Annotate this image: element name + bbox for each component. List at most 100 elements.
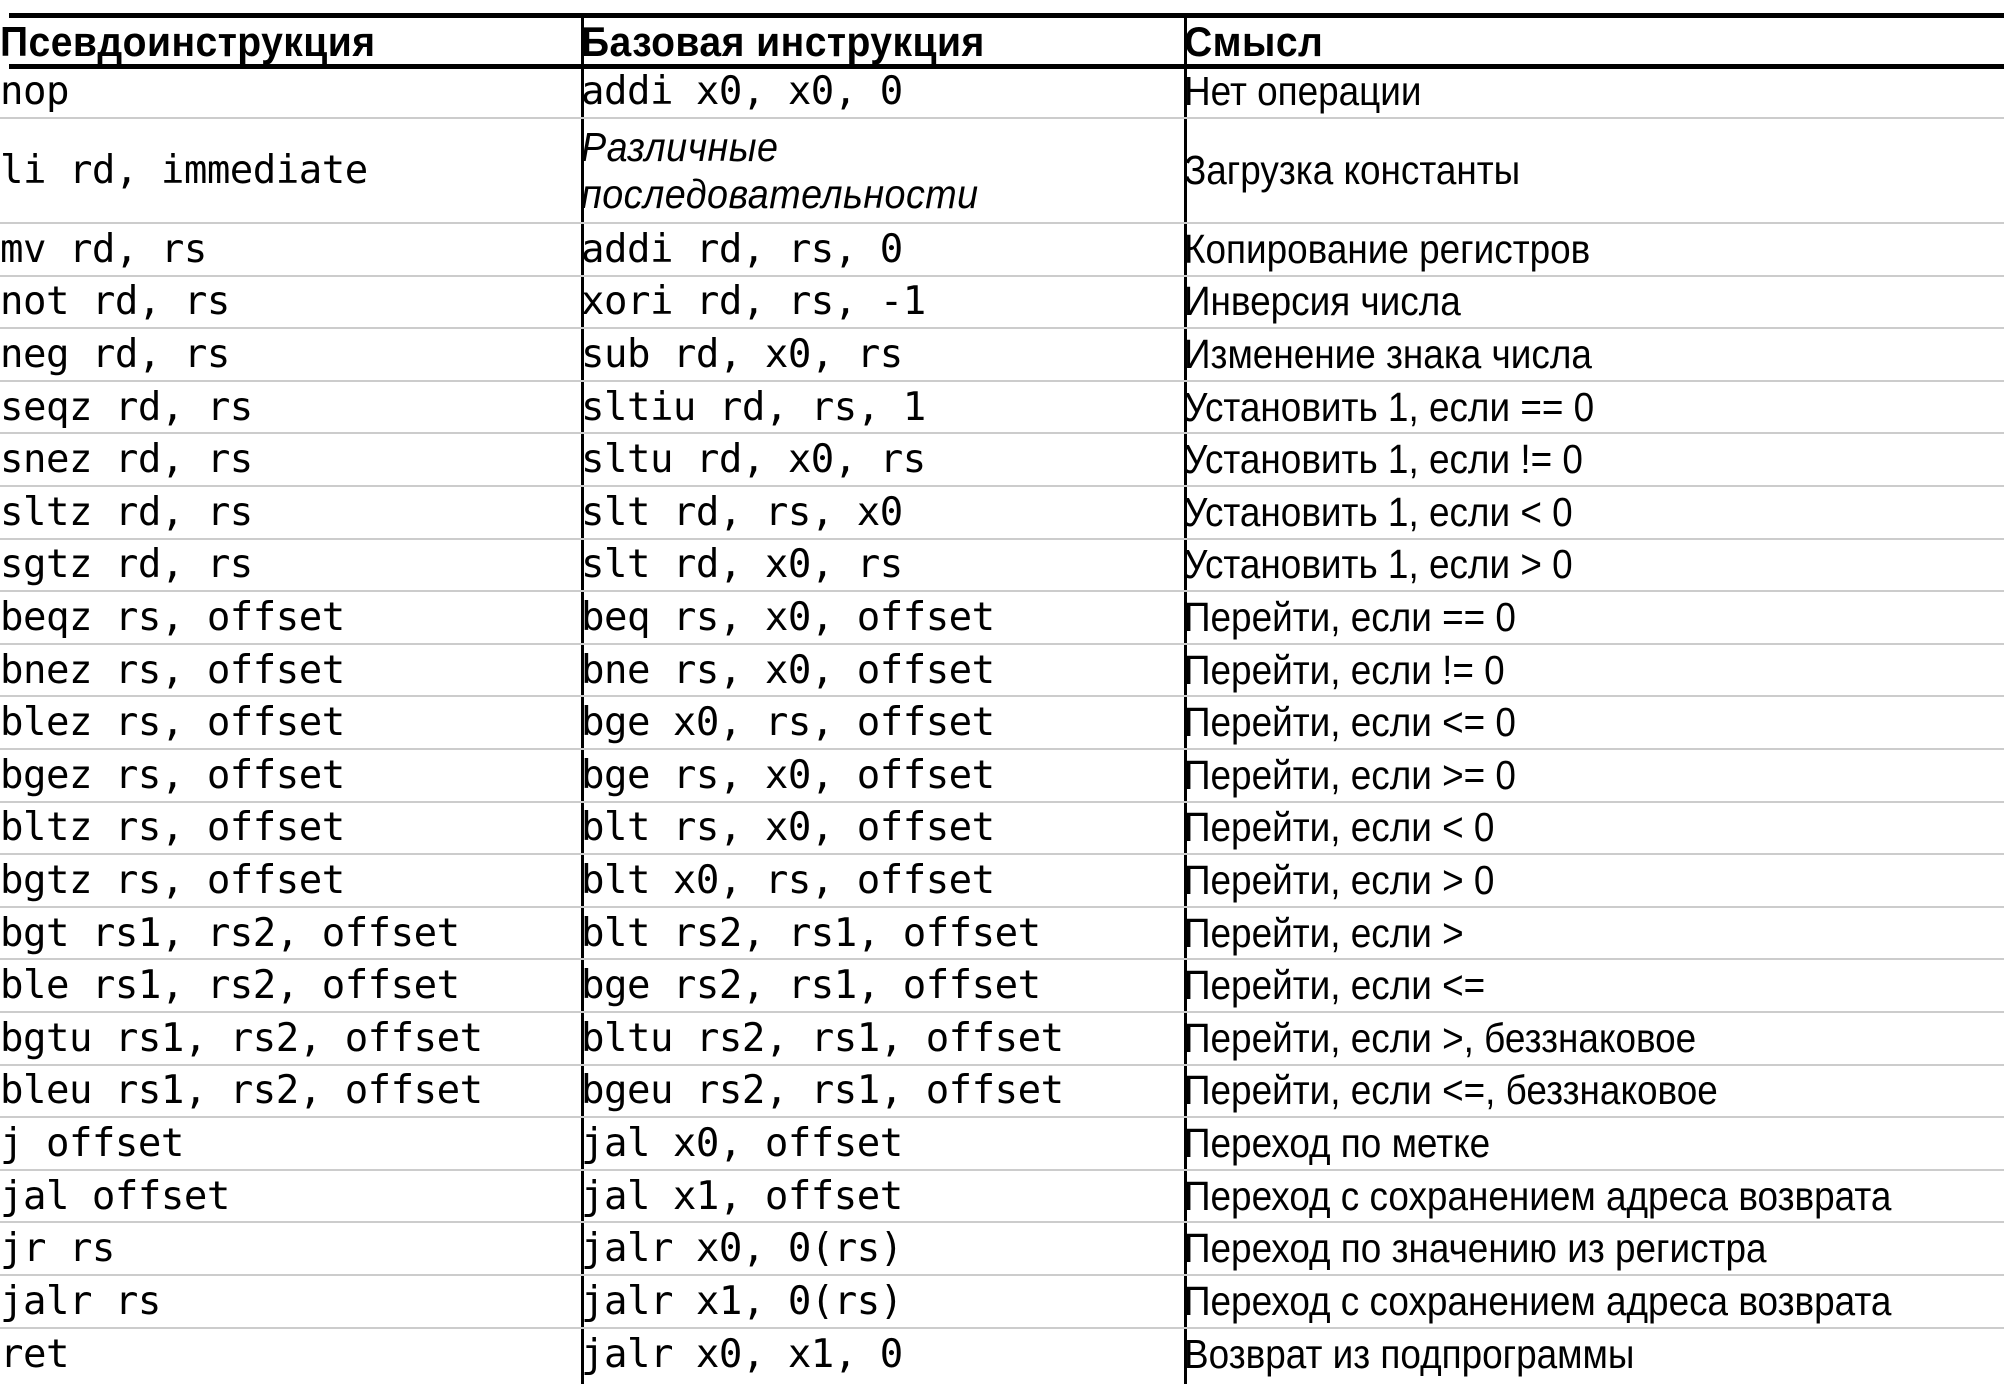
meaning-cell: Переход с сохранением адреса возврата: [1184, 1170, 2004, 1223]
meaning-cell: Перейти, если <=, беззнаковое: [1184, 1065, 2004, 1118]
pseudo-instruction-cell: ble rs1, rs2, offset: [0, 963, 460, 1009]
pseudo-instruction-cell: li rd, immediate: [0, 148, 368, 194]
table-row: mv rd, rs addi rd, rs, 0 Копирование рег…: [0, 223, 2004, 276]
base-instruction-cell: blt x0, rs, offset: [581, 858, 995, 904]
base-instruction-cell: slt rd, x0, rs: [581, 542, 903, 588]
table-row: neg rd, rs sub rd, x0, rs Изменение знак…: [0, 328, 2004, 381]
base-instruction-cell: bgeu rs2, rs1, offset: [581, 1068, 1064, 1114]
pseudo-instruction-cell: snez rd, rs: [0, 437, 253, 483]
meaning-cell: Перейти, если == 0: [1184, 591, 2004, 644]
header-pseudoinstruction-label: Псевдоинструкция: [0, 17, 376, 65]
base-instruction-cell: bge rs, x0, offset: [581, 752, 995, 798]
pseudo-instruction-cell: jr rs: [0, 1226, 115, 1272]
meaning-text: Установить 1, если == 0: [1184, 383, 1595, 430]
column-divider-1: [581, 13, 584, 1384]
pseudo-instruction-cell: seqz rd, rs: [0, 384, 253, 430]
meaning-cell: Изменение знака числа: [1184, 328, 2004, 381]
meaning-cell: Перейти, если <=: [1184, 959, 2004, 1012]
meaning-text: Перейти, если >= 0: [1184, 751, 1516, 798]
meaning-text: Перейти, если != 0: [1184, 646, 1505, 693]
base-instruction-cell: beq rs, x0, offset: [581, 595, 995, 641]
pseudo-instruction-cell: j offset: [0, 1120, 184, 1166]
base-instruction-cell: xori rd, rs, -1: [581, 279, 926, 325]
base-instruction-cell: bge rs2, rs1, offset: [581, 963, 1041, 1009]
meaning-cell: Перейти, если > 0: [1184, 854, 2004, 907]
table-top-border: [9, 13, 2004, 18]
pseudo-instruction-cell: bgt rs1, rs2, offset: [0, 910, 460, 956]
table-row: bgt rs1, rs2, offset blt rs2, rs1, offse…: [0, 907, 2004, 960]
meaning-text: Переход по значению из регистра: [1184, 1225, 1767, 1272]
meaning-text: Перейти, если >: [1184, 909, 1464, 956]
meaning-cell: Переход с сохранением адреса возврата: [1184, 1275, 2004, 1328]
header-base-instruction: Базовая инструкция: [581, 18, 1184, 66]
pseudo-instruction-cell: bnez rs, offset: [0, 647, 345, 693]
meaning-cell: Переход по значению из регистра: [1184, 1222, 2004, 1275]
pseudo-instruction-cell: beqz rs, offset: [0, 595, 345, 641]
meaning-cell: Перейти, если >= 0: [1184, 749, 2004, 802]
meaning-text: Перейти, если == 0: [1184, 594, 1516, 641]
table-row: bgez rs, offset bge rs, x0, offset Перей…: [0, 749, 2004, 802]
base-instruction-cell: sltiu rd, rs, 1: [581, 384, 926, 430]
table-row: snez rd, rs sltu rd, x0, rs Установить 1…: [0, 433, 2004, 487]
pseudo-instruction-cell: sgtz rd, rs: [0, 542, 253, 588]
meaning-cell: Установить 1, если == 0: [1184, 381, 2004, 434]
pseudo-instruction-cell: jal offset: [0, 1173, 230, 1219]
table-row: li rd, immediate Различные последовательн…: [0, 118, 2004, 224]
table-row: bltz rs, offset blt rs, x0, offset Перей…: [0, 802, 2004, 855]
base-instruction-cell: slt rd, rs, x0: [581, 489, 903, 535]
meaning-text: Перейти, если > 0: [1184, 857, 1495, 904]
meaning-text: Установить 1, если < 0: [1184, 488, 1573, 535]
meaning-text: Нет операции: [1184, 67, 1422, 114]
meaning-text: Установить 1, если != 0: [1184, 436, 1583, 483]
base-instruction-cell: sub rd, x0, rs: [581, 332, 903, 378]
meaning-cell: Перейти, если < 0: [1184, 802, 2004, 855]
meaning-cell: Перейти, если <= 0: [1184, 696, 2004, 749]
pseudo-instruction-cell: sltz rd, rs: [0, 489, 253, 535]
base-instruction-cell: addi rd, rs, 0: [581, 226, 903, 272]
table-row: blez rs, offset bge x0, rs, offset Перей…: [0, 696, 2004, 750]
base-instruction-cell: jal x1, offset: [581, 1173, 903, 1219]
pseudo-instruction-cell: bgtu rs1, rs2, offset: [0, 1015, 483, 1061]
table-row: not rd, rs xori rd, rs, -1 Инверсия числ…: [0, 276, 2004, 329]
meaning-text: Перейти, если < 0: [1184, 804, 1495, 851]
meaning-text: Установить 1, если > 0: [1184, 541, 1573, 588]
meaning-text: Изменение знака числа: [1184, 331, 1592, 378]
table-row: nop addi x0, x0, 0 Нет операции: [0, 66, 2004, 119]
meaning-text: Переход с сохранением адреса возврата: [1184, 1172, 1892, 1219]
header-base-instruction-label: Базовая инструкция: [581, 17, 985, 65]
pseudo-instruction-cell: neg rd, rs: [0, 332, 230, 378]
header-meaning-label: Смысл: [1184, 17, 1324, 65]
pseudo-instruction-cell: nop: [0, 68, 69, 114]
meaning-cell: Переход по метке: [1184, 1117, 2004, 1170]
pseudo-instruction-cell: bleu rs1, rs2, offset: [0, 1068, 483, 1114]
meaning-cell: Инверсия числа: [1184, 276, 2004, 329]
base-instruction-cell: bne rs, x0, offset: [581, 647, 995, 693]
base-instruction-cell: bltu rs2, rs1, offset: [581, 1015, 1064, 1061]
meaning-cell: Установить 1, если != 0: [1184, 433, 2004, 486]
meaning-cell: Перейти, если != 0: [1184, 644, 2004, 697]
base-instruction-cell: jalr x0, x1, 0: [581, 1331, 903, 1377]
column-divider-2: [1184, 13, 1187, 1384]
base-instruction-cell: jalr x0, 0(rs): [581, 1226, 903, 1272]
meaning-cell: Установить 1, если > 0: [1184, 539, 2004, 592]
table-row: jal offset jal x1, offset Переход с сохр…: [0, 1170, 2004, 1223]
meaning-text: Перейти, если >, беззнаковое: [1184, 1014, 1697, 1061]
pseudo-instruction-cell: bgez rs, offset: [0, 752, 345, 798]
table-row: sgtz rd, rs slt rd, x0, rs Установить 1,…: [0, 539, 2004, 592]
pseudo-instruction-cell: bltz rs, offset: [0, 805, 345, 851]
meaning-cell: Перейти, если >: [1184, 907, 2004, 960]
table-row: j offset jal x0, offset Переход по метке: [0, 1117, 2004, 1170]
base-instruction-cell: jal x0, offset: [581, 1120, 903, 1166]
meaning-text: Перейти, если <=, беззнаковое: [1184, 1067, 1718, 1114]
header-bottom-border: [9, 64, 2004, 69]
pseudo-instruction-cell: not rd, rs: [0, 279, 230, 325]
table-row: beqz rs, offset beq rs, x0, offset Перей…: [0, 591, 2004, 644]
pseudoinstruction-table: Псевдоинструкция Базовая инструкция Смыс…: [0, 18, 2004, 1381]
base-instruction-cell: jalr x1, 0(rs): [581, 1278, 903, 1324]
table-header: Псевдоинструкция Базовая инструкция Смыс…: [0, 18, 2004, 66]
meaning-text: Возврат из подпрограммы: [1184, 1330, 1635, 1377]
table-row: bnez rs, offset bne rs, x0, offset Перей…: [0, 644, 2004, 697]
meaning-cell: Загрузка константы: [1184, 118, 2004, 223]
base-instruction-cell: blt rs, x0, offset: [581, 805, 995, 851]
